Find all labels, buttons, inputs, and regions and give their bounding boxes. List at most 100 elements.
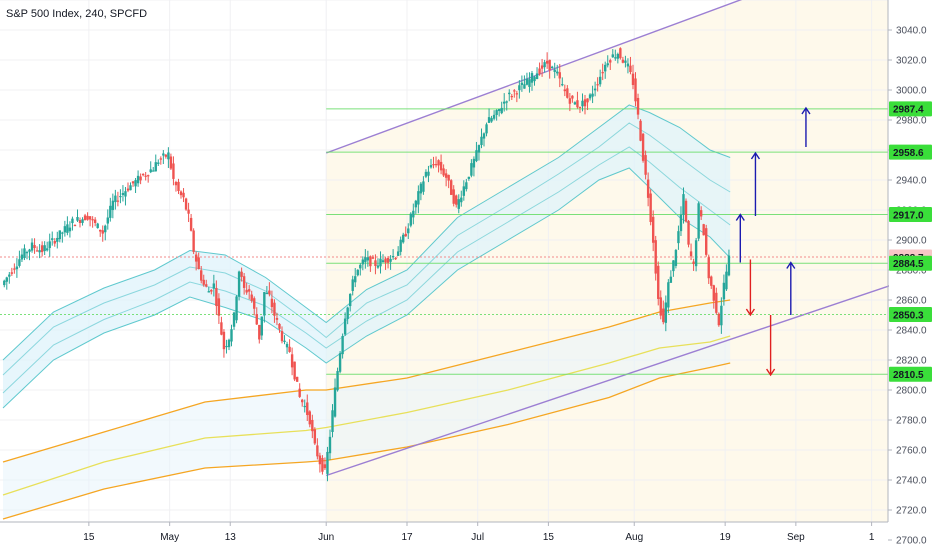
candle-body <box>629 65 632 73</box>
arrow-head-0 <box>735 213 745 221</box>
candle-body <box>83 215 87 221</box>
candle-body <box>303 405 306 408</box>
y-tick-label: 2860.0 <box>896 296 927 307</box>
y-tick-label: 2740.0 <box>896 476 927 487</box>
x-tick-label: 13 <box>225 532 237 543</box>
candle-body <box>366 257 370 261</box>
candle-body <box>687 220 690 245</box>
candle-body <box>414 200 418 208</box>
arrow-head-3 <box>801 106 811 115</box>
candle-body <box>543 62 546 68</box>
candle-body <box>634 78 637 102</box>
candle-body <box>260 316 264 336</box>
x-axis-panel <box>0 523 888 550</box>
candle-body <box>43 245 46 252</box>
y-tick-label: 3000.0 <box>896 86 927 97</box>
candle-body <box>578 106 582 109</box>
candle-body <box>23 248 26 258</box>
candle-body <box>452 189 455 204</box>
candle-body <box>705 228 708 255</box>
candle-body <box>45 248 49 251</box>
candle-body <box>604 64 607 72</box>
candle-body <box>657 265 660 299</box>
candle-body <box>253 298 256 309</box>
candle-body <box>495 110 498 115</box>
x-tick-label: 17 <box>401 532 413 543</box>
candle-body <box>437 160 440 166</box>
candle-body <box>639 120 642 141</box>
x-tick-label: 15 <box>543 532 555 543</box>
candle-body <box>538 68 541 74</box>
candle-body <box>278 323 281 329</box>
candle-body <box>611 54 614 58</box>
candle-body <box>593 88 597 91</box>
candle-body <box>202 279 205 285</box>
candle-body <box>697 203 700 239</box>
candle-body <box>520 82 524 85</box>
candle-body <box>169 156 173 169</box>
price-badge-2884.5 <box>889 255 932 271</box>
candle-body <box>553 69 556 72</box>
candle-body <box>71 218 74 224</box>
candle-body <box>273 302 276 316</box>
candle-body <box>81 219 84 223</box>
candle-body <box>374 260 377 266</box>
candle-body <box>417 191 420 205</box>
candle-body <box>313 429 317 444</box>
candle-body <box>167 152 170 160</box>
candle-body <box>619 48 622 59</box>
candle-body <box>217 298 221 316</box>
candle-body <box>3 280 6 286</box>
y-tick-label: 2940.0 <box>896 176 927 187</box>
candle-body <box>727 255 731 276</box>
candle-body <box>429 165 433 168</box>
candle-body <box>558 72 561 79</box>
candle-body <box>68 227 72 232</box>
candle-body <box>333 387 337 417</box>
candle-body <box>667 282 670 308</box>
candle-body <box>323 464 327 469</box>
candle-body <box>73 224 77 227</box>
candle-body <box>371 257 375 259</box>
price-badge-2987.4 <box>889 101 932 117</box>
candle-body <box>63 226 67 233</box>
candle-body <box>91 219 94 221</box>
candle-body <box>694 240 698 267</box>
candle-body <box>455 195 458 205</box>
candle-body <box>720 305 723 326</box>
y-tick-label: 2900.0 <box>896 236 927 247</box>
candle-body <box>119 195 122 198</box>
candles <box>3 47 731 482</box>
ma-middle-yellow <box>2 335 731 496</box>
channel-upper-line <box>325 0 743 154</box>
candle-body <box>598 76 602 85</box>
y-tick-label: 2800.0 <box>896 386 927 397</box>
candle-body <box>601 72 604 74</box>
candle-body <box>500 107 503 114</box>
candle-body <box>394 257 397 260</box>
candle-body <box>487 117 491 123</box>
candle-body <box>424 171 428 177</box>
candle-body <box>348 293 352 307</box>
candle-body <box>515 93 519 95</box>
candle-body <box>99 229 102 232</box>
candle-body <box>227 339 231 348</box>
candle-body <box>707 257 710 279</box>
candle-body <box>247 289 251 292</box>
candle-body <box>56 237 59 242</box>
candle-body <box>232 312 236 327</box>
candle-body <box>379 258 382 267</box>
candle-body <box>672 260 675 272</box>
candle-body <box>535 73 539 80</box>
candle-body <box>359 264 362 269</box>
candle-body <box>482 133 486 139</box>
candle-body <box>174 182 178 186</box>
candle-body <box>194 254 198 262</box>
candle-body <box>586 98 589 103</box>
candle-body <box>210 289 213 292</box>
candle-body <box>336 371 339 391</box>
price-badge-2917.0 <box>889 207 932 222</box>
